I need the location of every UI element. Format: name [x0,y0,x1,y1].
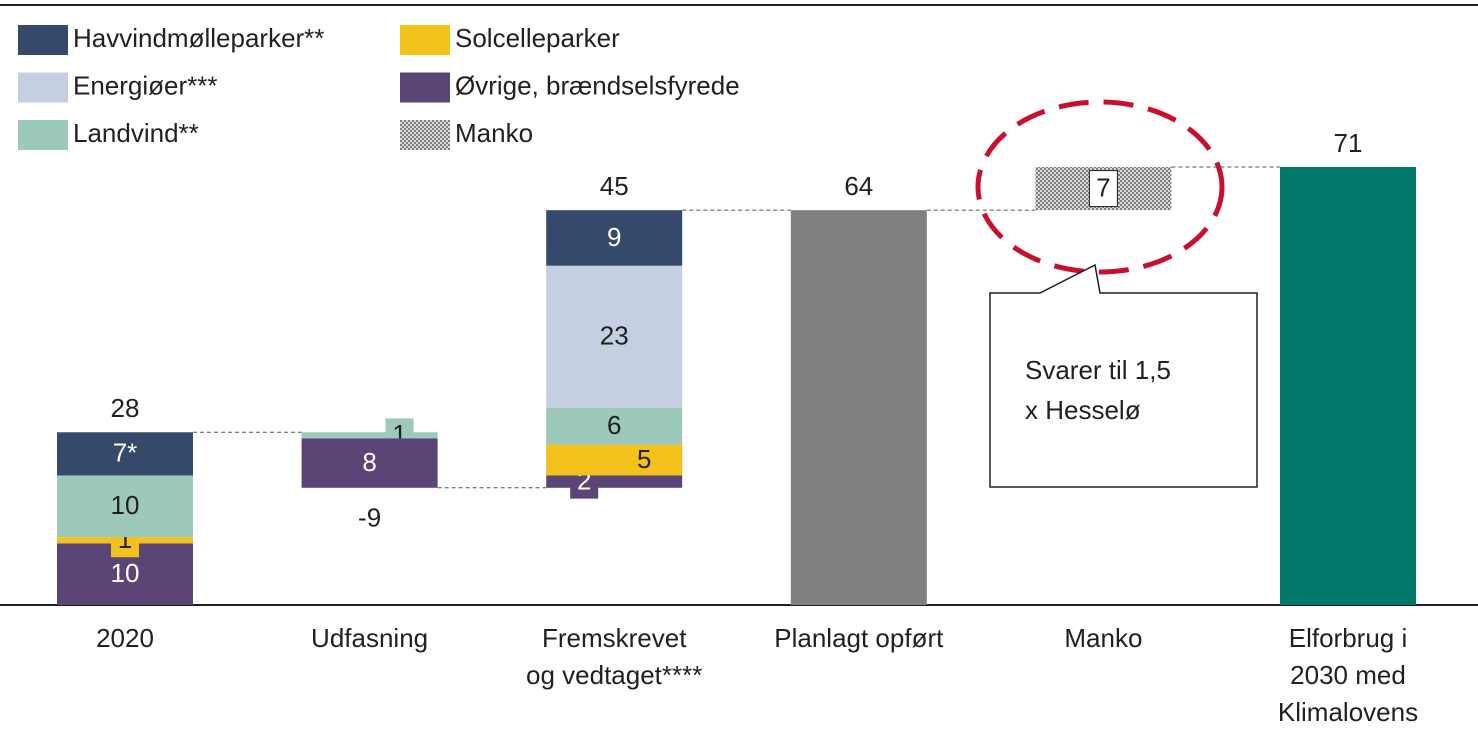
data-label: 8 [362,447,376,477]
data-label: 10 [111,558,140,588]
legend-label: Energiøer*** [73,70,218,100]
x-tick-label: Planlagt opført [774,623,944,653]
total-label: 28 [111,393,140,423]
legend-swatch [18,25,68,55]
segment [546,475,683,488]
total-label: -9 [358,503,381,533]
legend-label: Øvrige, brændselsfyrede [455,70,740,100]
legend-swatch [18,120,68,150]
data-label: 5 [637,444,651,474]
callout-text: Svarer til 1,5 [1025,355,1171,385]
data-label: 7* [113,438,138,468]
data-label: 6 [607,410,621,440]
total-label: 64 [844,171,873,201]
total-label: 71 [1334,128,1363,158]
legend-label: Solcelleparker [455,23,620,53]
data-label: 23 [600,321,629,351]
segment [301,438,438,488]
x-tick-label: Fremskrevet [542,623,687,653]
legend-swatch [400,25,450,55]
segment [57,475,193,538]
legend-label: Landvind** [73,118,199,148]
segment [301,432,438,439]
data-label: 10 [111,490,140,520]
data-label: 7 [1096,172,1110,202]
x-tick-label: 2020 [96,623,154,653]
legend-swatch [18,72,68,103]
callout-text: x Hesselø [1025,395,1141,425]
x-tick-label: 2030 med [1290,660,1406,690]
legend-label: Havvindmølleparker** [73,23,324,53]
callout-box [989,263,1258,488]
highlight-ellipse [975,99,1225,275]
x-tick-label: Klimalovens [1278,697,1418,727]
segment [546,265,683,408]
x-tick-label: Elforbrug i [1289,623,1408,653]
x-tick-label: og vedtaget**** [526,660,702,690]
segment [546,444,683,476]
segment [546,407,683,445]
legend-swatch [400,120,450,150]
total-bar [1280,167,1416,605]
segment [546,210,683,266]
x-tick-label: Manko [1064,623,1142,653]
legend-label: Manko [455,118,533,148]
x-tick-label: Udfasning [311,623,428,653]
data-label: 9 [607,222,621,252]
segment [57,432,193,476]
total-bar [790,210,927,605]
total-label: 45 [600,171,629,201]
legend-swatch [400,72,450,103]
label-box [1088,170,1118,208]
